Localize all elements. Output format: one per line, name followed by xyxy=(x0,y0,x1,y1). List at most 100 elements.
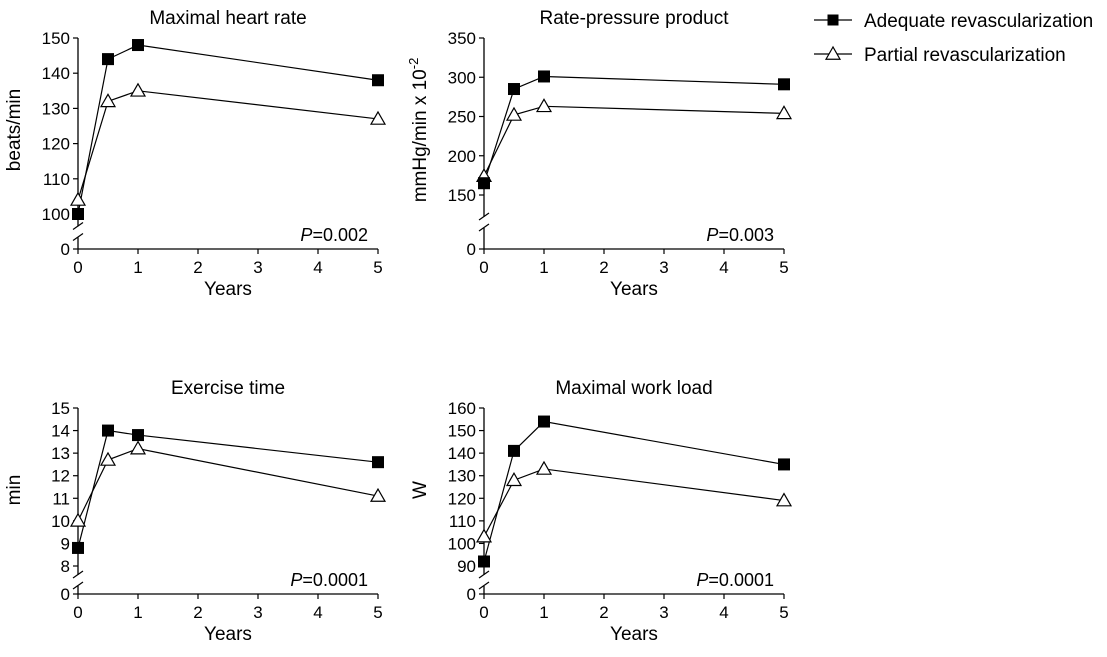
chart-panel: Maximal heart rate 100 110 120 130 140 150 00 1 2… xyxy=(4,8,387,300)
axis-break-mark xyxy=(478,570,490,579)
data-point-adequate xyxy=(132,429,144,442)
y-tick-label: 300 xyxy=(448,68,476,87)
data-point-adequate xyxy=(72,208,84,220)
p-value-symbol: P xyxy=(290,570,302,590)
x-tick-label: 4 xyxy=(719,258,728,277)
data-point-partial xyxy=(535,98,553,113)
x-tick-label: 5 xyxy=(373,603,382,622)
p-value-text: =0.0001 xyxy=(302,570,368,590)
series-line-adequate xyxy=(77,44,379,215)
y-tick-label: 110 xyxy=(43,170,70,189)
axis-break-mark xyxy=(478,212,490,221)
data-point-adequate xyxy=(132,39,144,52)
data-point-partial xyxy=(369,110,387,125)
x-tick-label: 0 xyxy=(73,258,82,277)
y-tick-label: 0 xyxy=(467,240,476,259)
x-tick-label: 2 xyxy=(193,603,202,622)
x-tick-label: 4 xyxy=(313,258,322,277)
y-tick-label: 0 xyxy=(467,585,476,604)
y-axis-label: min xyxy=(4,475,25,506)
p-value-symbol: P xyxy=(696,570,708,590)
data-point-partial xyxy=(505,106,523,121)
x-tick-label: 3 xyxy=(659,603,668,622)
chart-title: Maximal heart rate xyxy=(149,8,306,29)
chart-panel: Maximal work load90100110120130140150160… xyxy=(410,378,793,645)
x-tick-label: 1 xyxy=(133,258,142,277)
chart-panel: Rate-pressure product 150 200 250 300 350 00 1 2… xyxy=(406,8,793,300)
x-tick-label: 2 xyxy=(599,258,608,277)
legend-marker-triangle xyxy=(824,45,842,60)
p-value-text: =0.0001 xyxy=(708,570,774,590)
y-tick-label: 8 xyxy=(61,557,70,576)
y-tick-label: 11 xyxy=(52,489,70,508)
data-point-partial xyxy=(535,460,553,475)
y-tick-label: 140 xyxy=(448,444,476,463)
axis-break-mark xyxy=(72,581,84,590)
p-value-annotation: P=0.0001 xyxy=(696,570,774,590)
x-axis-label: Years xyxy=(204,624,252,645)
data-point-adequate xyxy=(538,415,550,428)
data-point-partial xyxy=(505,472,523,487)
y-axis-label-text: beats/min xyxy=(4,89,25,171)
p-value-text: =0.002 xyxy=(312,225,368,245)
data-point-partial xyxy=(475,528,493,543)
x-tick-label: 1 xyxy=(539,603,548,622)
data-point-adequate xyxy=(508,83,520,96)
chart-title: Maximal work load xyxy=(555,378,712,399)
data-point-adequate xyxy=(778,78,790,91)
y-tick-label: 350 xyxy=(448,29,476,48)
p-value-annotation: P=0.0001 xyxy=(290,570,368,590)
y-tick-label: 150 xyxy=(448,186,476,205)
x-tick-label: 0 xyxy=(73,603,82,622)
y-tick-label: 130 xyxy=(448,467,476,486)
chart-title: Exercise time xyxy=(171,378,285,399)
y-tick-label: 150 xyxy=(448,422,476,441)
data-point-partial xyxy=(69,512,87,527)
data-point-partial xyxy=(99,451,117,466)
y-tick-label: 13 xyxy=(51,444,70,463)
x-tick-label: 0 xyxy=(479,603,488,622)
x-tick-label: 2 xyxy=(599,603,608,622)
x-tick-label: 1 xyxy=(133,603,142,622)
series-line-partial xyxy=(77,448,379,522)
y-tick-label: 130 xyxy=(42,99,70,118)
y-tick-label: 250 xyxy=(448,108,476,127)
x-tick-label: 5 xyxy=(779,258,788,277)
y-axis-label: beats/min xyxy=(4,89,25,171)
x-axis-label: Years xyxy=(610,624,658,645)
y-tick-label: 100 xyxy=(42,205,70,224)
x-tick-label: 4 xyxy=(313,603,322,622)
data-point-partial xyxy=(69,191,87,206)
y-axis-label: W xyxy=(410,481,431,499)
x-tick-label: 5 xyxy=(779,603,788,622)
legend-label: Partial revascularization xyxy=(864,45,1066,66)
series-line-partial xyxy=(483,105,785,177)
data-point-adequate xyxy=(538,70,550,83)
y-tick-label: 12 xyxy=(51,467,70,486)
data-point-partial xyxy=(369,487,387,502)
chart-title: Rate-pressure product xyxy=(539,8,729,29)
y-tick-label: 14 xyxy=(51,422,70,441)
legend-label: Adequate revascularization xyxy=(864,11,1093,32)
y-tick-label: 140 xyxy=(42,64,70,83)
y-tick-label: 160 xyxy=(448,399,476,418)
series-line-adequate xyxy=(483,75,785,184)
data-point-adequate xyxy=(478,555,490,568)
legend-marker-square xyxy=(827,14,839,26)
y-tick-label: 150 xyxy=(42,29,70,48)
y-axis-label-text: mmHg/min x 10 xyxy=(410,69,431,202)
x-axis-label: Years xyxy=(610,279,658,300)
y-tick-label: 90 xyxy=(457,557,476,576)
x-tick-label: 4 xyxy=(719,603,728,622)
legend: Adequate revascularization Partial revasc… xyxy=(814,11,1093,66)
x-tick-label: 3 xyxy=(253,603,262,622)
axis-break-mark xyxy=(478,223,490,232)
data-point-partial xyxy=(775,492,793,507)
x-tick-label: 3 xyxy=(659,258,668,277)
y-tick-label: 200 xyxy=(448,147,476,166)
series-line-partial xyxy=(77,90,379,201)
y-tick-label: 0 xyxy=(61,240,70,259)
p-value-annotation: P=0.002 xyxy=(300,225,368,245)
